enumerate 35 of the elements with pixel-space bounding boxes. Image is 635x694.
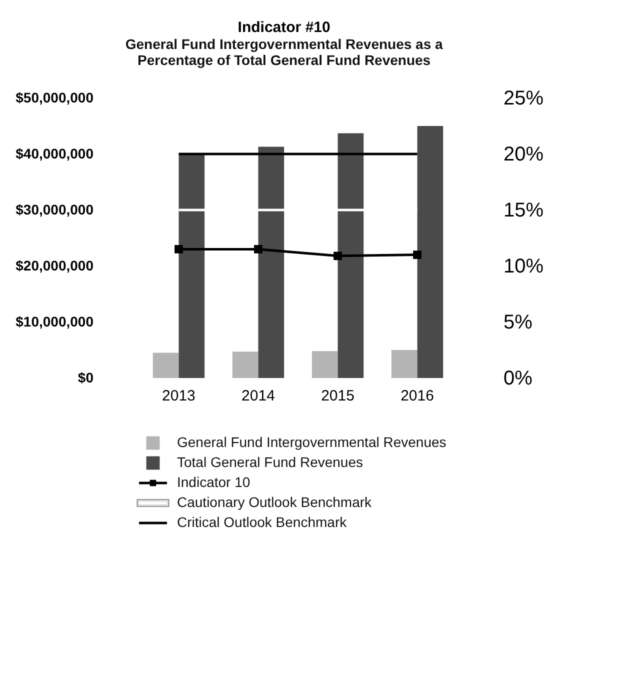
x-tick-label: 2015 [321,388,354,404]
legend-label: Indicator 10 [177,474,250,490]
chart-subtitle: General Fund Intergovernmental Revenues as a Percentage of Total General Fund Revenues [125,36,443,68]
point [334,252,342,260]
legend-label: Total General Fund Revenues [177,454,363,470]
bar [312,351,338,378]
legend-label: Critical Outlook Benchmark [177,514,348,530]
y-tick-label: $30,000,000 [16,202,94,218]
y-tick-label: $0 [78,370,94,386]
x-tick-label: 2013 [162,388,196,404]
y2-tick-label: 5% [504,312,533,334]
bar [232,352,258,378]
point [174,245,183,254]
legend-label: General Fund Intergovernmental Revenues [177,434,446,450]
x-tick-label: 2016 [400,388,434,404]
y2-tick-label: 20% [504,144,544,166]
bar [152,352,179,378]
bar [258,146,284,378]
chart-title: Indicator #10 [238,19,330,36]
y2-tick-label: 15% [504,200,544,222]
y-tick-label: $10,000,000 [16,314,94,330]
bar [338,133,364,378]
bar [417,126,444,378]
y2-tick-label: 25% [504,88,544,110]
bar [178,153,205,378]
x-tick-label: 2014 [242,388,275,404]
y-tick-label: $20,000,000 [16,258,94,274]
y2-tick-label: 0% [504,368,533,390]
y2-tick-label: 10% [504,256,544,278]
y-tick-label: $40,000,000 [16,146,94,162]
legend-label: Cautionary Outlook Benchmark [177,494,373,510]
point [254,245,262,254]
y-tick-label: $50,000,000 [16,90,94,106]
bar [391,350,418,378]
point [413,250,422,259]
